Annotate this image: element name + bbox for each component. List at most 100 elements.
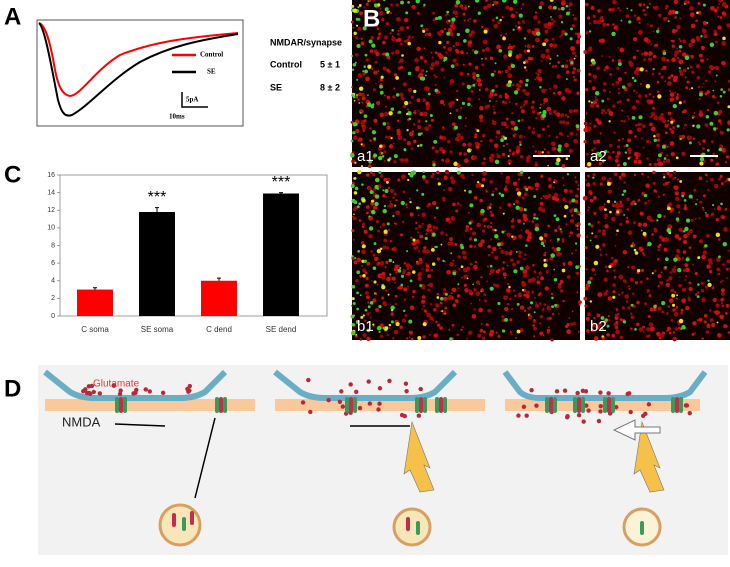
lateral-arrow <box>612 419 661 441</box>
red-signal <box>483 157 486 161</box>
red-signal <box>516 145 521 150</box>
red-signal <box>693 112 696 114</box>
red-signal <box>451 21 455 25</box>
green-signal <box>561 64 565 68</box>
red-signal <box>613 275 617 279</box>
red-signal <box>369 14 373 18</box>
red-signal <box>505 5 510 10</box>
bar <box>263 193 299 316</box>
green-signal <box>350 330 356 336</box>
green-signal <box>457 283 460 286</box>
red-signal <box>640 268 645 272</box>
green-signal <box>715 74 718 77</box>
red-signal <box>408 197 411 200</box>
glutamate <box>377 386 383 391</box>
red-signal <box>546 305 551 310</box>
green-signal <box>400 200 405 206</box>
green-signal <box>397 269 402 273</box>
error-bar <box>93 287 97 290</box>
red-signal <box>504 306 509 312</box>
red-signal <box>628 287 631 291</box>
red-signal <box>511 127 514 131</box>
micrograph <box>585 172 730 340</box>
green-signal <box>363 114 368 118</box>
green-signal <box>497 301 501 306</box>
red-signal <box>713 8 718 13</box>
red-signal <box>385 21 390 26</box>
red-signal <box>630 202 634 206</box>
legend-label: Control <box>200 51 223 59</box>
red-signal <box>636 16 641 21</box>
red-signal <box>682 268 687 273</box>
green-signal <box>533 194 537 199</box>
green-signal <box>564 204 569 210</box>
red-signal <box>469 244 473 249</box>
red-signal <box>418 250 421 253</box>
red-signal <box>727 88 730 91</box>
red-signal <box>354 334 358 338</box>
red-signal <box>631 266 634 268</box>
red-signal <box>361 249 366 255</box>
red-signal <box>576 91 580 95</box>
red-signal <box>534 27 536 30</box>
green-signal <box>350 153 355 158</box>
red-signal <box>489 138 493 143</box>
receptor <box>607 397 611 413</box>
green-signal <box>368 159 372 164</box>
red-signal <box>517 292 523 298</box>
green-signal <box>359 111 362 114</box>
red-signal <box>595 98 599 102</box>
red-signal <box>700 289 705 293</box>
green-signal <box>476 73 480 78</box>
red-signal <box>365 276 369 280</box>
red-signal <box>618 293 621 296</box>
red-signal <box>720 302 723 305</box>
red-signal <box>574 176 577 179</box>
red-signal <box>660 75 664 79</box>
green-signal <box>380 75 384 79</box>
red-signal <box>489 268 495 274</box>
red-signal <box>505 117 509 121</box>
micrographs <box>350 0 730 342</box>
red-signal <box>630 315 635 320</box>
green-signal <box>553 278 558 282</box>
red-signal <box>718 238 721 241</box>
green-signal <box>726 128 730 132</box>
red-signal <box>597 120 602 125</box>
red-signal <box>493 108 495 111</box>
green-signal <box>681 194 685 198</box>
red-signal <box>716 6 720 9</box>
green-signal <box>513 90 519 95</box>
red-signal <box>450 216 456 221</box>
red-signal <box>492 120 497 126</box>
red-signal <box>372 88 376 92</box>
receptor <box>423 397 427 413</box>
red-signal <box>527 278 533 284</box>
red-signal <box>652 181 656 186</box>
green-signal <box>516 191 522 196</box>
red-signal <box>656 158 661 162</box>
red-signal <box>384 112 389 117</box>
red-signal <box>727 79 730 83</box>
red-signal <box>352 181 355 185</box>
red-signal <box>559 120 563 125</box>
red-signal <box>531 220 535 223</box>
red-signal <box>599 132 602 135</box>
red-signal <box>676 47 679 50</box>
red-signal <box>527 231 532 237</box>
red-signal <box>475 82 478 85</box>
red-signal <box>432 318 435 322</box>
red-signal <box>583 50 587 54</box>
red-signal <box>458 268 461 271</box>
green-signal <box>496 242 501 247</box>
green-signal <box>350 139 354 143</box>
green-signal <box>663 176 666 179</box>
green-signal <box>354 257 357 260</box>
red-signal <box>527 154 531 159</box>
red-signal <box>587 209 589 212</box>
green-signal <box>449 112 452 115</box>
red-signal <box>482 161 486 165</box>
red-signal <box>671 9 676 15</box>
red-signal <box>490 213 494 217</box>
red-signal <box>515 24 518 27</box>
